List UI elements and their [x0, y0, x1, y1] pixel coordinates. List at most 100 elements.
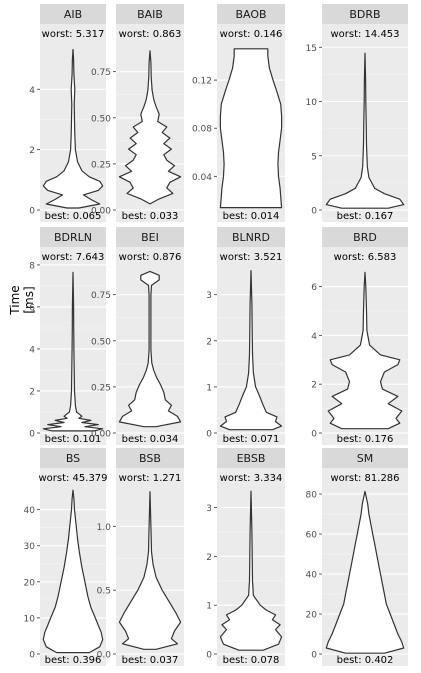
- facet-strip-label: EBSB: [237, 452, 266, 465]
- worst-label: worst: 0.876: [119, 252, 182, 263]
- facet-panel-bdrln: BDRLN 0 2 4 6 8 worst: 7.643 best: 0.101: [29, 227, 106, 445]
- y-tick-label: 0: [29, 430, 35, 440]
- y-tick-label: 2: [29, 387, 35, 397]
- worst-label: worst: 3.521: [220, 252, 283, 263]
- facet-panel-baib: BAIB 0.00 0.25 0.50 0.75 worst: 0.863 best: 0.…: [91, 4, 184, 222]
- y-tick-label: 4: [311, 332, 317, 342]
- violin-shape: [118, 270, 182, 428]
- best-label: best: 0.101: [45, 434, 102, 445]
- facet-strip-label: BDRLN: [54, 231, 92, 244]
- facet-strip: [116, 448, 184, 468]
- facet-strip-label: BEI: [141, 231, 159, 244]
- violin-shape: [325, 52, 405, 209]
- y-tick-label: 30: [24, 542, 36, 552]
- y-tick-label: 0: [311, 651, 317, 661]
- facet-strip: [217, 227, 285, 247]
- y-tick-label: 0.75: [91, 68, 111, 78]
- violin-shape: [219, 270, 283, 431]
- worst-label: worst: 5.317: [42, 29, 105, 40]
- facet-strip: [322, 448, 408, 468]
- best-label: best: 0.065: [45, 211, 102, 222]
- facet-strip: [40, 227, 106, 247]
- y-tick-label: 1: [206, 602, 212, 612]
- best-label: best: 0.167: [337, 211, 394, 222]
- facet-strip: [322, 4, 408, 24]
- facet-panel-sm: SM 0 20 40 60 80 worst: 81.286 best: 0.402: [306, 448, 408, 666]
- y-tick-label: 0: [29, 651, 35, 661]
- facet-strip: [322, 227, 408, 247]
- facet-panel-bdrb: BDRB 0 5 10 15 worst: 14.453 best: 0.167: [306, 4, 408, 222]
- y-tick-label: 0.04: [192, 173, 212, 183]
- facet-panel-bsb: BSB 0.0 0.5 1.0 worst: 1.271 best: 0.037: [97, 448, 184, 666]
- y-tick-label: 5: [311, 152, 317, 162]
- y-tick-label: 0.25: [91, 383, 111, 393]
- best-label: best: 0.078: [223, 655, 280, 666]
- facet-strip: [116, 4, 184, 24]
- y-tick-label: 60: [306, 531, 318, 541]
- facet-strip-label: BAOB: [235, 8, 266, 21]
- facet-panel-blnrd: BLNRD 0 1 2 3 worst: 3.521 best: 0.071: [206, 227, 285, 445]
- violin-shape: [219, 490, 283, 651]
- best-label: best: 0.033: [122, 211, 179, 222]
- y-tick-label: 0: [311, 430, 317, 440]
- y-tick-label: 0.00: [91, 430, 111, 440]
- facet-panel-aib: AIB 0 2 4 worst: 5.317 best: 0.065: [29, 4, 106, 222]
- violin-shape: [118, 50, 182, 205]
- y-tick-label: 15: [306, 44, 317, 54]
- y-tick-label: 0: [311, 207, 317, 217]
- violin-shape: [42, 489, 104, 654]
- y-tick-label: 0: [206, 651, 212, 661]
- y-tick-label: 0.00: [91, 207, 111, 217]
- y-tick-label: 0.08: [192, 125, 212, 135]
- facet-strip-label: BRD: [353, 231, 377, 244]
- y-tick-label: 0.50: [91, 337, 111, 347]
- violin-shape: [325, 490, 405, 654]
- worst-label: worst: 81.286: [330, 473, 399, 484]
- best-label: best: 0.396: [45, 655, 102, 666]
- y-tick-label: 2: [206, 553, 212, 563]
- facet-strip-label: BAIB: [137, 8, 163, 21]
- y-tick-label: 0.0: [97, 651, 112, 661]
- best-label: best: 0.176: [337, 434, 394, 445]
- facet-strip: [217, 4, 285, 24]
- violin-shape: [42, 48, 104, 209]
- facet-strip-label: SM: [357, 452, 373, 465]
- worst-label: worst: 0.863: [119, 29, 182, 40]
- best-label: best: 0.071: [223, 434, 280, 445]
- violin-shape: [327, 271, 403, 430]
- y-tick-label: 0.12: [192, 77, 212, 87]
- y-tick-label: 4: [29, 345, 35, 355]
- violin-shape: [118, 491, 182, 650]
- y-tick-label: 10: [24, 614, 36, 624]
- y-tick-label: 6: [29, 303, 35, 313]
- worst-label: worst: 1.271: [119, 473, 182, 484]
- facet-panel-bs: BS 0 10 20 30 40 worst: 45.379 best: 0.396: [24, 448, 108, 666]
- y-tick-label: 2: [311, 381, 317, 391]
- facet-panel-bei: BEI 0.00 0.25 0.50 0.75 worst: 0.876 best: 0.0…: [91, 227, 184, 445]
- facet-panel-baob: BAOB 0.04 0.08 0.12 worst: 0.146 best: 0.014: [192, 4, 285, 222]
- y-tick-label: 3: [206, 504, 212, 514]
- y-tick-label: 0: [29, 207, 35, 217]
- facet-strip-label: BDRB: [349, 8, 380, 21]
- y-tick-label: 8: [29, 261, 35, 271]
- worst-label: worst: 3.334: [220, 473, 283, 484]
- y-tick-label: 4: [29, 86, 35, 96]
- y-tick-label: 0.75: [91, 291, 111, 301]
- facet-strip-label: AIB: [64, 8, 82, 21]
- best-label: best: 0.402: [337, 655, 394, 666]
- worst-label: worst: 45.379: [38, 473, 107, 484]
- y-tick-label: 2: [29, 146, 35, 156]
- best-label: best: 0.014: [223, 211, 280, 222]
- y-tick-label: 2: [206, 337, 212, 347]
- best-label: best: 0.034: [122, 434, 179, 445]
- violin-shape: [42, 271, 104, 432]
- facet-panel-ebsb: EBSB 0 1 2 3 worst: 3.334 best: 0.078: [206, 448, 285, 666]
- y-tick-label: 0: [206, 430, 212, 440]
- facet-strip-label: BLNRD: [232, 231, 270, 244]
- y-tick-label: 0.50: [91, 114, 111, 124]
- y-tick-label: 40: [24, 506, 36, 516]
- worst-label: worst: 7.643: [42, 252, 105, 263]
- y-tick-label: 1: [206, 383, 212, 393]
- y-tick-label: 80: [306, 491, 318, 501]
